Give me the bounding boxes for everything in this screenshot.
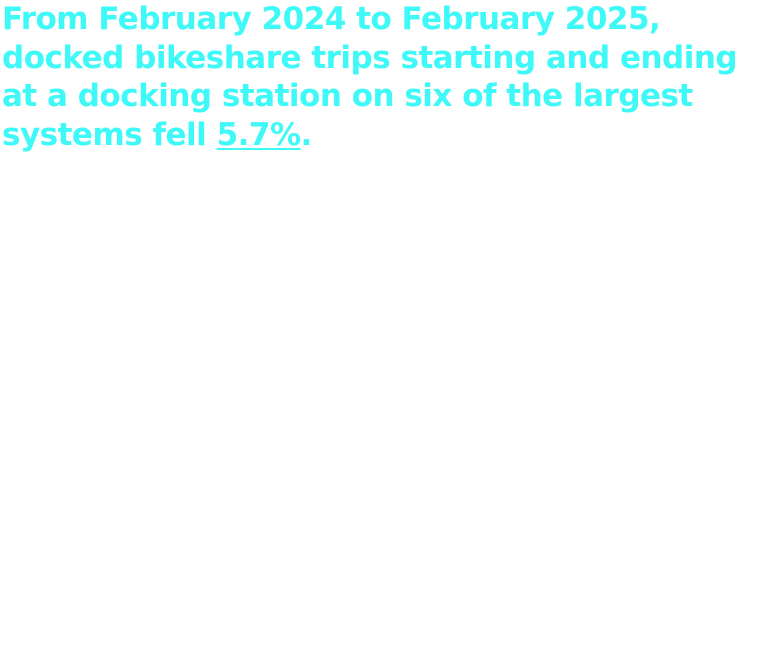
headline-period: . — [300, 116, 313, 153]
percentage-link[interactable]: 5.7% — [216, 116, 301, 153]
headline: From February 2024 to February 2025, doc… — [2, 0, 772, 154]
headline-text: From February 2024 to February 2025, doc… — [2, 1, 738, 153]
